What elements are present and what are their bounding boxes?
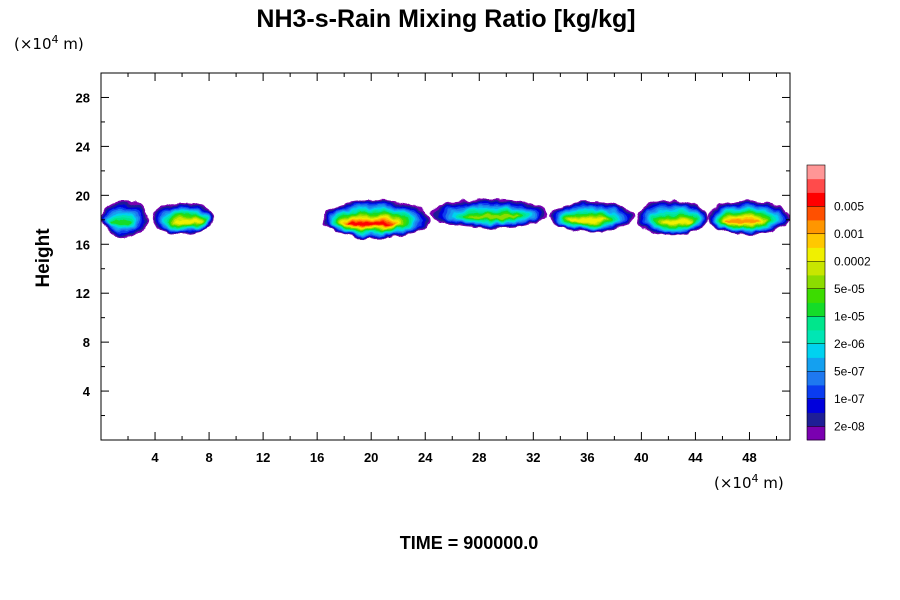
x-tick-label: 12	[256, 450, 270, 465]
cloud-contour	[347, 222, 391, 226]
plot-area	[101, 199, 790, 239]
x-tick-label: 20	[364, 450, 378, 465]
y-tick-label: 12	[76, 286, 90, 301]
x-tick-label: 28	[472, 450, 486, 465]
x-tick-label: 8	[205, 450, 212, 465]
cloud-contour	[725, 219, 760, 224]
colorbar-swatch	[807, 247, 825, 262]
colorbar-label: 2e-06	[834, 337, 865, 351]
axis-ticks	[101, 73, 790, 440]
y-tick-labels: 4 8 12 16 20 24 28	[76, 90, 91, 399]
colorbar-swatch	[807, 165, 825, 180]
cloud-field	[101, 199, 790, 239]
rain-cloud	[707, 200, 790, 235]
cloud-contour	[175, 219, 201, 224]
colorbar-swatch	[807, 426, 825, 441]
y-tick-label: 4	[83, 384, 91, 399]
x-tick-label: 44	[688, 450, 703, 465]
y-tick-label: 8	[83, 335, 90, 350]
rain-cloud	[635, 200, 708, 236]
rain-cloud	[430, 199, 549, 229]
x-tick-label: 48	[742, 450, 756, 465]
rain-cloud	[152, 201, 214, 235]
colorbar-label: 5e-07	[834, 364, 865, 378]
x-tick-label: 16	[310, 450, 324, 465]
colorbar-labels: 2e-08 1e-07 5e-07 2e-06 1e-05 5e-05 0.0002 0.00…	[834, 199, 871, 433]
colorbar-label: 0.0002	[834, 254, 871, 268]
colorbar-swatch	[807, 192, 825, 207]
colorbar-frame	[806, 164, 826, 441]
x-unit-label: (×104 m)	[714, 472, 784, 492]
cloud-contour	[468, 215, 520, 219]
colorbar-label: 0.001	[834, 227, 864, 241]
colorbar-swatch	[807, 178, 825, 193]
x-tick-labels: 4 8 12 16 20 24 28 32 36 40 44 48	[151, 450, 756, 465]
colorbar	[806, 164, 826, 441]
x-tick-label: 4	[151, 450, 159, 465]
colorbar-swatch	[807, 412, 825, 427]
rain-cloud	[322, 200, 430, 239]
colorbar-swatch	[807, 316, 825, 331]
colorbar-swatch	[807, 343, 825, 358]
colorbar-label: 1e-05	[834, 309, 865, 323]
colorbar-label: 5e-05	[834, 282, 865, 296]
cloud-contour	[661, 220, 693, 225]
time-label: TIME = 900000.0	[400, 533, 539, 553]
colorbar-label: 2e-08	[834, 419, 865, 433]
plot-frame	[100, 72, 791, 441]
colorbar-swatch	[807, 261, 825, 276]
colorbar-label: 0.005	[834, 199, 864, 213]
chart-title: NH3-s-Rain Mixing Ratio [kg/kg]	[256, 5, 635, 33]
x-tick-label: 36	[580, 450, 594, 465]
x-tick-label: 40	[634, 450, 648, 465]
y-tick-label: 20	[76, 188, 90, 203]
colorbar-swatch	[807, 302, 825, 317]
colorbar-swatch	[807, 330, 825, 345]
x-tick-label: 24	[418, 450, 433, 465]
y-unit-label: (×104 m)	[14, 33, 84, 53]
colorbar-swatch	[807, 288, 825, 303]
colorbar-swatch	[807, 220, 825, 235]
colorbar-swatch	[807, 233, 825, 248]
y-tick-label: 24	[76, 139, 91, 154]
cloud-contour	[568, 218, 604, 222]
y-tick-label: 16	[76, 237, 90, 252]
y-tick-label: 28	[76, 90, 90, 105]
cloud-contour	[110, 219, 132, 226]
x-tick-label: 32	[526, 450, 540, 465]
colorbar-swatch	[807, 385, 825, 400]
colorbar-swatch	[807, 371, 825, 386]
colorbar-swatch	[807, 398, 825, 413]
colorbar-label: 1e-07	[834, 392, 865, 406]
colorbar-swatch	[807, 275, 825, 290]
y-axis-label: Height	[33, 228, 54, 288]
colorbar-swatch	[807, 357, 825, 372]
rain-cloud	[101, 200, 149, 237]
rain-cloud	[549, 201, 634, 233]
colorbar-swatch	[807, 206, 825, 221]
